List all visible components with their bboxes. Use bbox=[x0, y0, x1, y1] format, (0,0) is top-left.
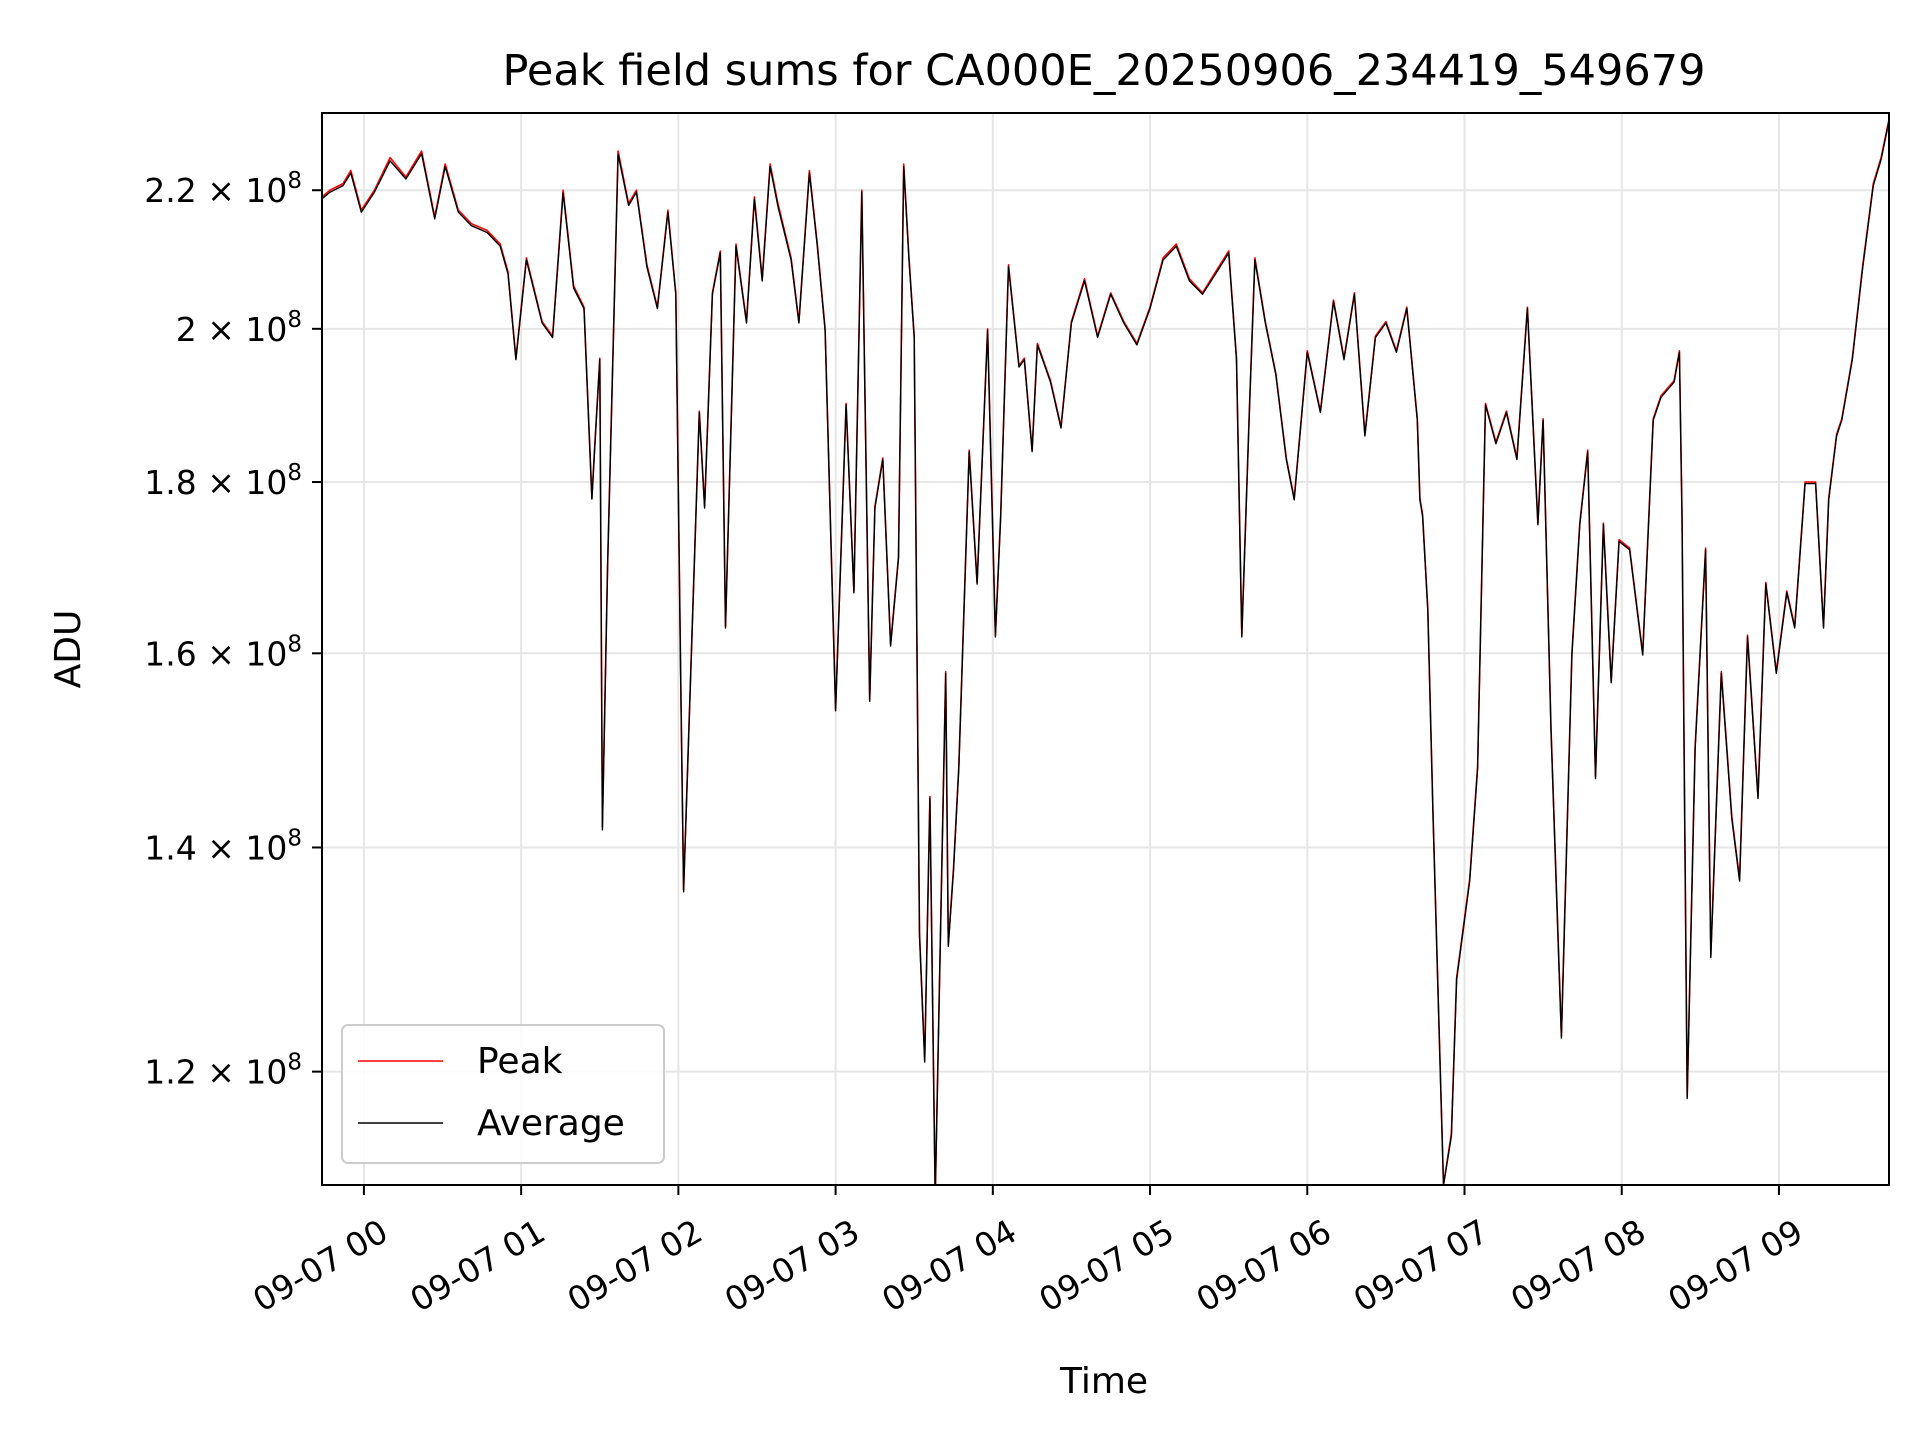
y-tick-label: 1.8 × 108 bbox=[144, 460, 302, 502]
chart-title: Peak field sums for CA000E_20250906_2344… bbox=[503, 46, 1706, 96]
series-line-average bbox=[322, 121, 1889, 1185]
y-axis-title: ADU bbox=[48, 610, 89, 689]
legend-box bbox=[341, 1024, 665, 1164]
plot-frame bbox=[321, 112, 1890, 1186]
x-axis-title: Time bbox=[1059, 1361, 1148, 1402]
y-tick-label: 1.4 × 108 bbox=[144, 825, 302, 867]
y-tick-label: 2 × 108 bbox=[176, 307, 302, 349]
y-tick-label: 1.6 × 108 bbox=[144, 631, 302, 673]
y-tick-label: 1.2 × 108 bbox=[144, 1050, 302, 1092]
legend-label-peak: Peak bbox=[477, 1041, 563, 1082]
legend-label-average: Average bbox=[477, 1103, 625, 1144]
y-tick-label: 2.2 × 108 bbox=[144, 168, 302, 210]
legend: Peak Average bbox=[341, 1024, 665, 1164]
plot-series bbox=[322, 119, 1889, 1185]
y-axis-ticks: 1.2 × 108 1.4 × 108 1.6 × 108 1.8 × 108 2 × … bbox=[144, 168, 322, 1092]
